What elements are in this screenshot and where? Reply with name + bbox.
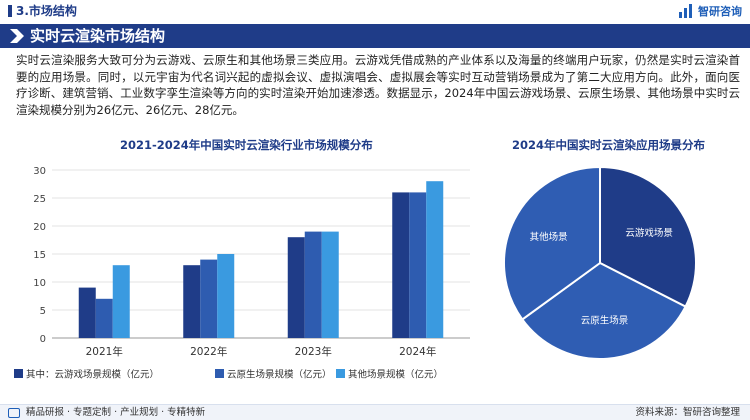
x-tick-label: 2021年 (86, 345, 123, 358)
y-tick-label: 20 (33, 222, 46, 233)
pie-slice-label: 云原生场景 (581, 314, 629, 326)
bar-chart-title: 2021-2024年中国实时云渲染行业市场规模分布 (120, 138, 373, 152)
brand-logo: 智研咨询 (679, 2, 742, 20)
bar (112, 265, 130, 338)
section-label: 3.市场结构 (16, 4, 77, 18)
intro-paragraph: 实时云渲染服务大致可分为云游戏、云原生和其他场景三类应用。云游戏凭借成熟的产业体… (16, 53, 740, 117)
bar (392, 192, 410, 338)
page-title: 实时云渲染市场结构 (30, 27, 166, 45)
x-tick-label: 2022年 (190, 345, 227, 358)
bar (304, 231, 322, 338)
y-tick-label: 5 (40, 306, 46, 317)
logo-bars-icon (679, 4, 695, 18)
bar (200, 259, 218, 338)
y-tick-label: 0 (40, 334, 46, 345)
report-icon (8, 408, 20, 418)
legend-swatch (336, 369, 345, 378)
logo-text: 智研咨询 (698, 5, 742, 18)
section-marker (8, 5, 12, 17)
bar (78, 287, 96, 338)
pie-slice (599, 165, 697, 308)
bar-chart: 0 5 10 15 20 25 30 2021年 2022年 2023年 2024年其中：云游戏场景… (14, 166, 470, 381)
pie-chart-title: 2024年中国实时云渲染应用场景分布 (512, 138, 706, 152)
pie-slice (503, 165, 601, 321)
title-bar: 实时云渲染市场结构 (0, 24, 750, 48)
footer-source: 资料来源：智研咨询整理 (635, 407, 740, 418)
legend-label: 其他场景规模（亿元） (348, 369, 443, 381)
legend-label: 其中：云游戏场景规模（亿元） (26, 369, 159, 381)
top-bar: 3.市场结构 智研咨询 (0, 0, 750, 22)
footer-bar: 精品研报 · 专题定制 · 产业规划 · 专精特新 资料来源：智研咨询整理 (0, 404, 750, 420)
bar (321, 231, 339, 338)
bar (95, 298, 113, 338)
chevron-right-icon (10, 29, 24, 43)
y-tick-label: 30 (33, 166, 46, 177)
legend-swatch (14, 369, 23, 378)
x-tick-label: 2024年 (399, 345, 436, 358)
y-tick-label: 25 (33, 194, 46, 205)
footer-tagline: 精品研报 · 专题定制 · 产业规划 · 专精特新 (26, 407, 206, 418)
bar (217, 254, 235, 338)
pie-slice-label: 其他场景 (530, 231, 568, 243)
pie-slice (520, 261, 687, 360)
y-tick-label: 15 (33, 250, 46, 261)
bar (426, 181, 444, 338)
legend-label: 云原生场景规模（亿元） (227, 369, 332, 381)
bar (183, 265, 201, 338)
pie-slice-label: 云游戏场景 (625, 227, 673, 239)
bar (409, 192, 427, 338)
bar (287, 237, 305, 338)
x-tick-label: 2023年 (295, 345, 332, 358)
legend-swatch (215, 369, 224, 378)
y-tick-label: 10 (33, 278, 46, 289)
